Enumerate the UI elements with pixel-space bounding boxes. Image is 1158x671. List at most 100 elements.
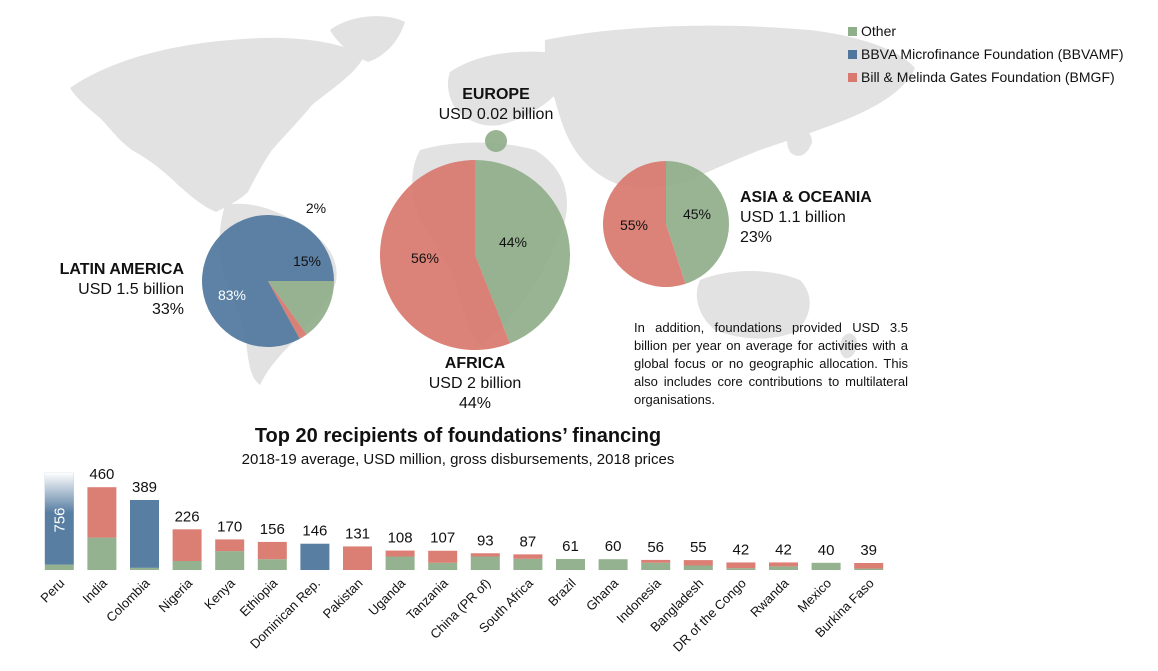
bar-dr-of-the-congo-bill-melinda-gates-foundation-bmgf (726, 562, 756, 569)
region-share-latin-america: 33% (151, 301, 184, 318)
region-share-asia-oceania: 23% (740, 229, 773, 246)
bar-category-dr-of-the-congo: DR of the Congo (670, 576, 749, 655)
bar-value-dr-of-the-congo: 42 (733, 541, 750, 558)
pie-slice-africa-other (475, 160, 571, 344)
bar-value-tanzania: 107 (430, 530, 455, 547)
legend-label-other: Other (861, 23, 897, 39)
map-new-zealand (840, 333, 858, 359)
region-label-europe: EUROPE USD 0.02 billion (420, 85, 572, 125)
pie-label-latin-america-bill-melinda-gates-foundation-bmgf: 2% (306, 200, 326, 216)
bar-ghana-other (598, 559, 628, 570)
bar-india-other (87, 537, 117, 570)
bar-colombia-bbva-microfinance-foundation-bbvamf (130, 499, 159, 568)
bar-category-colombia: Colombia (103, 575, 153, 625)
pie-slice-europe-other (485, 130, 507, 152)
bar-ethiopia-other (257, 559, 287, 570)
bar-value-bangladesh: 55 (690, 539, 707, 556)
bar-value-burkina-faso: 39 (860, 542, 877, 559)
legend-item-bmgf: Bill & Melinda Gates Foundation (BMGF) (848, 66, 1123, 89)
pie-slice-latin-america-bill-melinda-gates-foundation-bmgf (268, 281, 307, 339)
bar-value-nigeria: 226 (175, 508, 200, 525)
bar-value-brazil: 61 (562, 538, 579, 555)
bar-dominican-rep-bbva-microfinance-foundation-bbvamf (300, 543, 330, 570)
bar-category-rwanda: Rwanda (747, 575, 792, 620)
legend-swatch-bbvamf (848, 50, 857, 59)
bar-value-uganda: 108 (388, 530, 413, 547)
legend-label-bmgf: Bill & Melinda Gates Foundation (BMGF) (861, 69, 1115, 85)
bar-value-rwanda: 42 (775, 541, 792, 558)
bar-kenya-bill-melinda-gates-foundation-bmgf (215, 539, 245, 552)
legend-swatch-other (848, 27, 857, 36)
legend-item-other: Other (848, 20, 1123, 43)
bar-value-south-africa: 87 (520, 533, 537, 550)
bar-china-pr-of-other (470, 556, 500, 570)
pie-label-africa-other: 44% (499, 234, 527, 250)
bar-bangladesh-other (683, 565, 713, 570)
regional-pies: 83% 2% 15% 44% 56% 45% 55% (201, 130, 729, 350)
region-amount-latin-america: USD 1.5 billion (78, 281, 184, 298)
bar-category-uganda: Uganda (365, 575, 408, 618)
legend: Other BBVA Microfinance Foundation (BBVA… (848, 20, 1123, 89)
region-share-africa: 44% (458, 395, 492, 412)
bar-value-china-pr-of: 93 (477, 532, 494, 549)
bar-nigeria-other (172, 561, 202, 570)
pie-label-asia-oceania-other: 45% (683, 206, 711, 222)
legend-swatch-bmgf (848, 73, 857, 82)
bar-indonesia-other (641, 562, 671, 570)
bar-brazil-other (556, 559, 585, 570)
bar-value-indonesia: 56 (647, 539, 664, 556)
legend-label-bbvamf: BBVA Microfinance Foundation (BBVAMF) (861, 46, 1124, 62)
map-europe (447, 51, 561, 126)
bar-chart-title: Top 20 recipients of foundations’ financ… (254, 425, 662, 447)
bar-burkina-faso-bill-melinda-gates-foundation-bmgf (854, 562, 884, 569)
recipients-bar-chart: 756 Peru 460 India 389 Colombia 226 Nigeria 170 K… (37, 466, 884, 655)
region-label-africa: AFRICA USD 2 billion 44% (400, 354, 550, 414)
region-amount-africa: USD 2 billion (428, 375, 522, 392)
bar-category-kenya: Kenya (201, 575, 238, 612)
bar-bangladesh-bill-melinda-gates-foundation-bmgf (683, 560, 713, 566)
pie-slice-asia-oceania-other (666, 161, 729, 284)
pie-slice-latin-america-other (268, 281, 334, 335)
bar-burkina-faso-other (854, 568, 884, 570)
bar-category-ghana: Ghana (583, 575, 622, 614)
bar-south-africa-bill-melinda-gates-foundation-bmgf (513, 554, 543, 559)
pie-slice-asia-oceania-bill-melinda-gates-foundation-bmgf (603, 161, 686, 288)
bar-indonesia-bill-melinda-gates-foundation-bmgf (641, 559, 671, 563)
bar-tanzania-other (428, 562, 458, 570)
bar-value-peru: 756 (51, 507, 68, 532)
bar-value-mexico: 40 (818, 542, 835, 559)
bar-value-kenya: 170 (217, 518, 242, 535)
bar-uganda-other (385, 556, 415, 570)
bar-india-bill-melinda-gates-foundation-bmgf (87, 487, 117, 538)
region-name-asia-oceania: ASIA & OCEANIA (740, 189, 872, 206)
bar-china-pr-of-bill-melinda-gates-foundation-bmgf (470, 553, 500, 557)
bar-nigeria-bill-melinda-gates-foundation-bmgf (172, 529, 202, 561)
bar-dr-of-the-congo-other (726, 568, 756, 570)
bar-peru-axis-break (44, 472, 74, 513)
bar-value-ethiopia: 156 (260, 521, 285, 538)
bar-value-pakistan: 131 (345, 525, 370, 542)
region-label-asia-oceania: ASIA & OCEANIA USD 1.1 billion 23% (740, 188, 920, 248)
map-greenland (330, 16, 405, 62)
map-north-america (70, 37, 365, 212)
bar-category-brazil: Brazil (545, 575, 579, 609)
bar-category-india: India (79, 575, 110, 606)
bar-category-nigeria: Nigeria (155, 575, 195, 615)
bar-rwanda-other (769, 566, 798, 570)
bar-mexico-other (811, 562, 841, 570)
bar-tanzania-bill-melinda-gates-foundation-bmgf (428, 550, 458, 563)
bar-category-mexico: Mexico (794, 576, 834, 616)
bar-value-india: 460 (89, 466, 114, 483)
region-amount-europe: USD 0.02 billion (438, 106, 554, 123)
region-name-latin-america: LATIN AMERICA (59, 261, 184, 278)
pie-slice-africa-bill-melinda-gates-foundation-bmgf (380, 160, 510, 350)
bar-kenya-other (215, 551, 245, 570)
bar-rwanda-bill-melinda-gates-foundation-bmgf (769, 562, 798, 567)
bar-value-dominican-rep: 146 (302, 523, 327, 540)
bar-south-africa-other (513, 558, 543, 570)
bar-uganda-bill-melinda-gates-foundation-bmgf (385, 550, 415, 557)
pie-label-latin-america-bbva-microfinance-foundation-bbvamf: 83% (218, 287, 246, 303)
bar-category-pakistan: Pakistan (320, 576, 366, 622)
bar-peru-other (44, 564, 74, 570)
